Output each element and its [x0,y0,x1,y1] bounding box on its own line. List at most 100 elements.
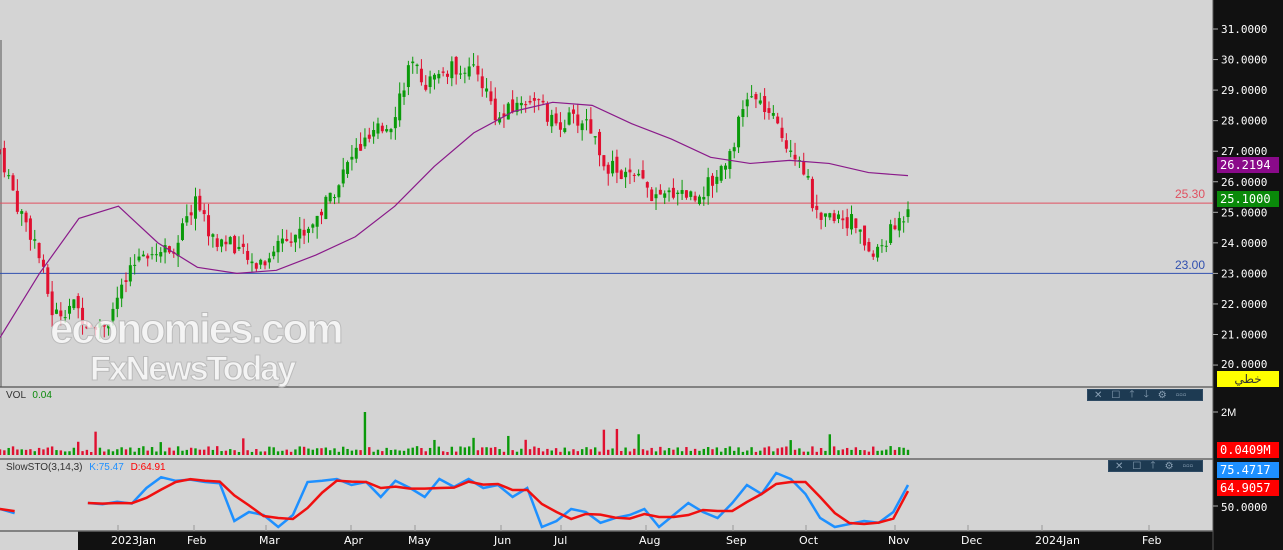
volume-bar [63,451,67,455]
candle-body [845,217,849,229]
volume-bar [359,450,362,455]
more-icon[interactable]: ▫▫▫ [1175,389,1187,401]
volume-bar [202,449,206,455]
candle-body [550,114,554,127]
volume-bar [307,448,310,455]
volume-bar [724,448,727,455]
volume-bar [611,448,614,455]
candle-body [259,259,263,265]
volume-bar [511,450,514,455]
volume-bar [168,447,171,455]
candle-body [350,156,354,160]
volume-bar [867,451,871,455]
candle-body [202,210,206,215]
candle-body [697,196,701,205]
volume-bar [129,447,132,455]
move-up-icon[interactable]: 🡑 [1129,388,1135,400]
hline-label-support: 23.00 [1175,258,1206,272]
candle-body [28,218,32,240]
candle-body [115,297,119,309]
close-icon[interactable]: ✕ [1094,389,1103,401]
candle-body [593,136,597,138]
volume-bar [850,449,853,455]
volume-bar [885,449,888,455]
volume-bar [776,448,779,455]
candle-body [37,242,41,259]
candle-body [758,100,762,104]
more-icon[interactable]: ▫▫▫ [1182,460,1194,472]
volume-bar [85,449,89,455]
volume-bar [693,448,697,455]
volume-bar [454,451,458,455]
candle-body [380,125,384,132]
volume-bar [468,446,471,455]
volume-bar [459,446,462,455]
candle-body [367,134,371,139]
price-tick-label: 24.0000 [1221,237,1267,250]
candle-body [41,259,45,267]
volume-bar [572,449,575,455]
indicator-tag[interactable]: خطي [1217,371,1279,387]
maximize-icon[interactable]: ☐ [1132,460,1142,472]
candle-body [671,187,675,198]
candle-body [576,114,580,126]
candle-body [619,170,623,179]
candle-body [111,308,115,321]
candle-body [658,189,662,195]
move-down-icon[interactable]: 🡓 [1143,388,1149,400]
candle-body [889,224,893,244]
volume-bar [706,447,710,455]
stoch-d-last: 64.9057 [1217,480,1279,496]
volume-bar [828,434,831,455]
candle-body [194,196,198,219]
candle-body [537,99,541,101]
volume-bar [676,447,679,455]
candle-body [102,324,106,327]
candle-body [228,237,232,245]
candle-body [828,213,832,218]
candle-body [167,246,171,253]
volume-bar [172,450,175,455]
volume-bar [7,447,10,455]
volume-bar [559,451,562,455]
volume-bar [189,447,193,455]
volume-bar [55,450,58,455]
candle-body [280,238,284,244]
candle-body [632,174,636,176]
volume-bar [719,451,723,455]
price-last-value: 25.1000 [1217,191,1279,207]
volume-axis-label: 2M [1221,407,1236,419]
candle-body [7,175,11,177]
candle-body [880,245,884,247]
candle-body [802,161,806,175]
close-icon[interactable]: ✕ [1115,460,1124,472]
candle-body [884,245,888,247]
candle-body [246,250,250,260]
volume-bar [628,451,632,455]
volume-bar [524,439,527,455]
volume-bar [381,451,384,455]
move-up-icon[interactable]: 🡑 [1150,459,1156,471]
candle-body [906,209,910,217]
candle-body [459,73,463,75]
candle-body [867,241,871,252]
price-tick-label: 25.0000 [1221,206,1267,219]
volume-bar [250,451,254,455]
candle-body [263,261,267,266]
candle-body [741,109,745,118]
volume-bar [759,450,762,455]
volume-bar [702,448,706,455]
volume-bar [798,448,801,455]
maximize-icon[interactable]: ☐ [1111,389,1121,401]
candle-body [628,169,632,173]
volume-bar [42,449,45,455]
candle-body [650,189,654,202]
settings-icon[interactable]: ⚙ [1157,389,1167,401]
candle-body [276,240,280,253]
settings-icon[interactable]: ⚙ [1164,460,1174,472]
candle-body [693,195,697,201]
volume-bar [315,448,319,455]
candle-body [98,323,102,328]
hline-label-resistance: 25.30 [1175,187,1206,201]
